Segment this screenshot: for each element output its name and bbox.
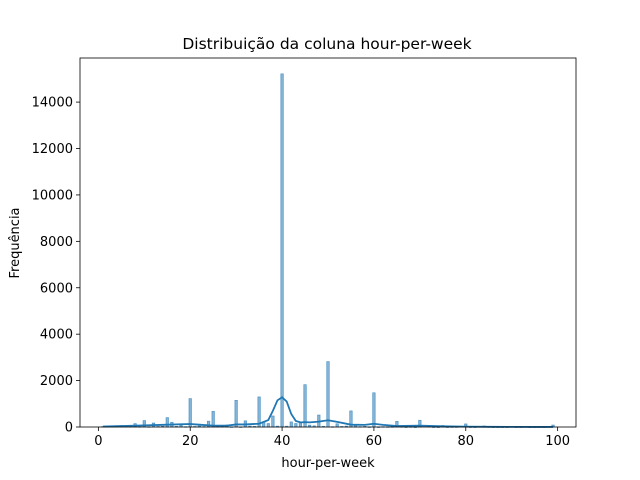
x-axis: 0 20 40 60 80 100 bbox=[94, 427, 570, 449]
histogram-bar bbox=[335, 423, 339, 428]
x-tick-label: 0 bbox=[94, 434, 102, 449]
y-tick-label: 2000 bbox=[40, 374, 73, 389]
histogram-bar bbox=[266, 423, 270, 428]
x-tick-label: 20 bbox=[182, 434, 199, 449]
histogram-bar bbox=[280, 73, 284, 428]
histogram-bar bbox=[234, 400, 238, 428]
x-tick-label: 40 bbox=[274, 434, 291, 449]
y-axis-label: Frequência bbox=[8, 207, 23, 278]
y-tick-label: 10000 bbox=[32, 188, 73, 203]
y-tick-label: 6000 bbox=[40, 281, 73, 296]
x-tick-label: 60 bbox=[366, 434, 383, 449]
histogram-bars bbox=[101, 73, 555, 428]
y-tick-label: 8000 bbox=[40, 235, 73, 250]
histogram-bar bbox=[372, 392, 376, 428]
chart-title: Distribuição da coluna hour-per-week bbox=[182, 35, 471, 53]
plot-frame bbox=[79, 57, 577, 428]
histogram-bar bbox=[289, 421, 293, 428]
y-axis: 0 2000 4000 6000 8000 10000 12000 14000 bbox=[32, 96, 80, 436]
histogram-bar bbox=[326, 361, 330, 428]
kde-line bbox=[102, 396, 554, 428]
x-axis-label: hour-per-week bbox=[281, 456, 375, 471]
y-tick-label: 14000 bbox=[32, 96, 73, 111]
y-tick-label: 0 bbox=[65, 421, 73, 436]
histogram-bar bbox=[294, 423, 298, 428]
y-tick-label: 12000 bbox=[32, 142, 73, 157]
x-tick-label: 100 bbox=[545, 434, 570, 449]
x-tick-label: 80 bbox=[458, 434, 475, 449]
histogram-bar bbox=[303, 384, 307, 428]
histogram-bar bbox=[271, 415, 275, 428]
histogram-bar bbox=[188, 398, 192, 428]
y-tick-label: 4000 bbox=[40, 328, 73, 343]
